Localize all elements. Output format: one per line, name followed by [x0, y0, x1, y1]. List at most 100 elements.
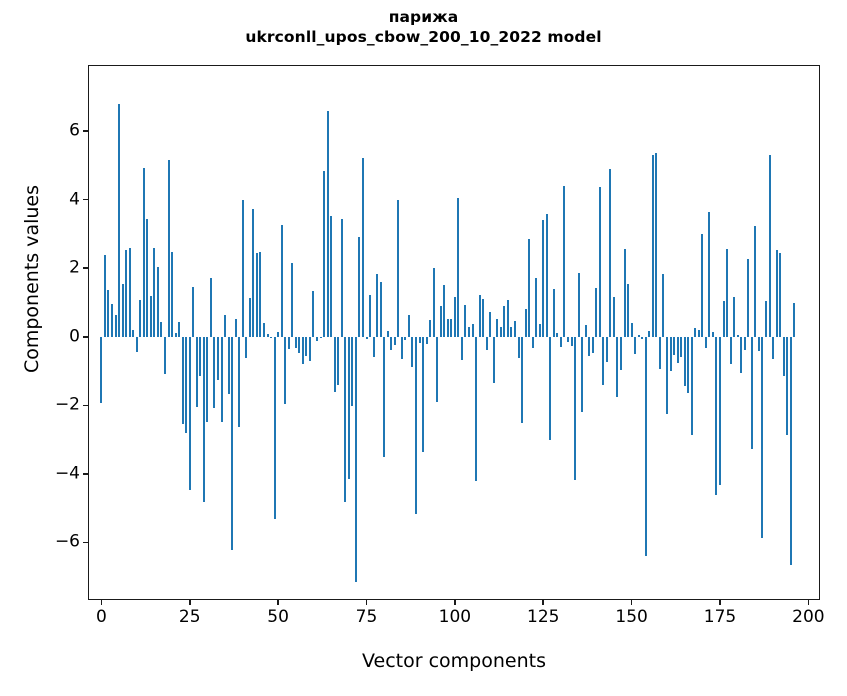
bar: [361, 157, 364, 337]
bar: [316, 336, 318, 342]
bar: [407, 314, 410, 337]
bar: [506, 300, 509, 337]
bar: [358, 236, 361, 337]
bar: [658, 336, 661, 369]
bar: [697, 329, 700, 337]
bar: [521, 336, 524, 424]
bar: [503, 306, 506, 337]
bar: [757, 336, 760, 352]
bar: [273, 336, 276, 519]
bar: [764, 301, 767, 337]
bar: [404, 336, 407, 340]
bar: [287, 336, 290, 350]
bar: [439, 305, 442, 337]
plot-axes: −6 −4 −2 0 2 4 6 0 25 50 75 100 125 150 175 200: [55, 65, 825, 626]
bar: [220, 336, 223, 422]
bar: [379, 281, 382, 337]
bar: [648, 331, 651, 337]
x-tick-label: 150: [615, 607, 648, 627]
bar: [634, 336, 637, 354]
x-tick-mark: [719, 599, 721, 605]
bar: [103, 255, 106, 337]
bar: [584, 324, 587, 337]
bar: [545, 214, 548, 337]
bar: [125, 250, 128, 337]
y-tick-label: 2: [69, 257, 80, 278]
bar: [612, 297, 615, 337]
x-tick-mark: [188, 599, 191, 605]
bar: [344, 336, 347, 503]
bar: [255, 253, 258, 337]
x-axis-label: Vector components: [362, 650, 546, 672]
bar: [528, 238, 531, 337]
bar: [266, 334, 269, 337]
x-tick-label: 50: [267, 607, 289, 627]
bar: [224, 314, 227, 337]
bar: [156, 267, 159, 337]
bar: [369, 294, 372, 337]
bar: [270, 336, 273, 338]
bar: [393, 336, 396, 346]
bar: [188, 336, 191, 490]
bar: [733, 297, 736, 337]
bar: [708, 211, 711, 337]
bar: [471, 324, 474, 337]
x-tick-mark: [454, 599, 456, 605]
bar: [347, 336, 350, 480]
bar: [556, 333, 559, 337]
bar: [489, 312, 492, 337]
bar: [581, 336, 584, 412]
x-tick-mark: [277, 599, 279, 605]
x-tick-label: 100: [438, 607, 472, 627]
bar: [319, 336, 322, 338]
bar: [277, 331, 280, 337]
bar: [443, 285, 446, 337]
bar: [704, 336, 707, 349]
bar: [252, 208, 255, 337]
bar: [121, 284, 124, 337]
bar: [542, 220, 545, 337]
bar: [160, 322, 163, 337]
bar: [567, 336, 569, 342]
bar: [559, 336, 562, 348]
bar: [789, 336, 792, 566]
bar: [475, 336, 478, 482]
bar: [524, 309, 527, 337]
bar: [383, 336, 386, 458]
x-tick-label: 75: [355, 607, 378, 627]
bar: [570, 336, 573, 347]
bar: [485, 336, 488, 351]
bar: [531, 336, 534, 348]
chart-title-line-1: парижа: [388, 8, 459, 26]
bar: [651, 155, 654, 337]
bar: [291, 262, 294, 337]
y-tick-mark: [83, 404, 89, 407]
bar: [602, 336, 605, 385]
bar: [453, 297, 456, 337]
bar: [457, 198, 460, 337]
bar: [492, 336, 495, 383]
bar: [637, 335, 640, 337]
bar: [468, 326, 471, 337]
bar-series-area: [89, 66, 819, 599]
bar: [436, 336, 439, 402]
bar: [100, 336, 103, 403]
bar: [549, 336, 552, 440]
bar: [630, 323, 633, 337]
bar: [390, 336, 393, 351]
bar: [259, 252, 262, 337]
y-tick-mark: [83, 198, 89, 201]
y-tick-label: 6: [69, 120, 80, 141]
bar: [234, 318, 237, 337]
bar: [245, 336, 248, 358]
bar: [301, 336, 304, 364]
bar: [284, 336, 287, 404]
bar: [552, 289, 555, 337]
bar: [517, 336, 520, 358]
bar: [711, 331, 714, 337]
bar: [153, 247, 156, 337]
bar: [460, 336, 463, 360]
bar: [238, 336, 241, 428]
y-tick-label: 4: [69, 189, 80, 210]
